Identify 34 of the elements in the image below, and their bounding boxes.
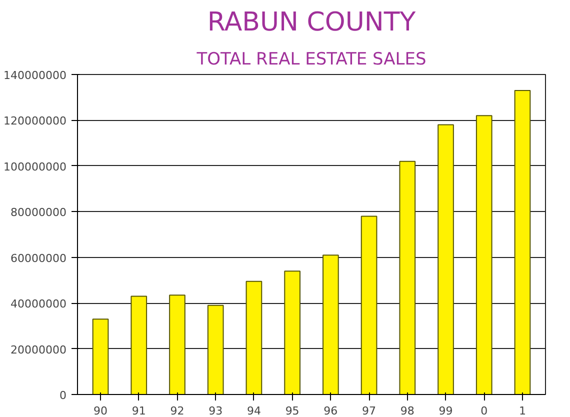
bar [476,115,492,394]
y-tick-label: 120000000 [4,114,67,128]
bar [169,294,186,394]
x-tick-label: 93 [208,404,223,417]
chart-subtitle: TOTAL REAL ESTATE SALES [196,50,426,70]
bar [130,296,148,394]
x-tick-label: 98 [400,404,414,417]
y-tick-label: 60000000 [10,252,67,265]
bar [246,280,262,394]
bar [514,90,531,394]
bar [284,270,300,394]
x-tick-label: 1 [518,404,526,417]
bar [322,254,339,394]
x-tick-label: 91 [132,404,146,417]
x-tick-label: 92 [170,404,184,417]
x-tick-label: 96 [324,404,338,417]
y-tick-label: 40000000 [10,298,67,311]
bar [92,318,109,394]
x-tick-label: 95 [285,404,300,417]
bar [438,124,454,394]
x-tick-label: 97 [362,404,376,417]
bar [399,160,416,394]
y-tick-label: 80000000 [10,206,67,220]
bar [360,216,378,394]
y-tick-label: 140000000 [4,69,67,82]
x-tick-label: 99 [438,404,453,417]
x-tick-label: 0 [480,404,488,417]
y-tick-label: 100000000 [4,160,67,174]
x-tick-label: 94 [246,404,261,417]
y-tick-label: 20000000 [10,343,67,356]
x-tick-label: 90 [94,404,108,417]
bar [207,304,224,394]
chart-title: RABUN COUNTY [207,8,416,38]
y-tick-label: 0 [60,389,66,402]
